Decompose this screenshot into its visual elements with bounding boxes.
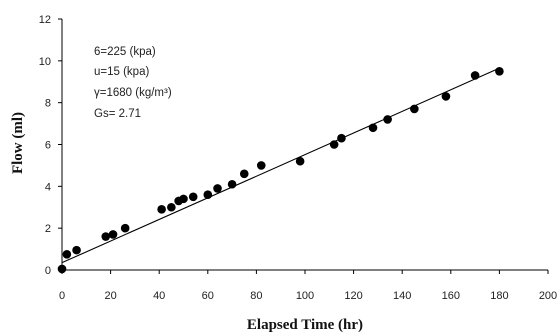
data-point [239, 169, 249, 179]
y-ticks: 0 2 4 6 8 10 12 [39, 14, 62, 277]
y-tick-label: 0 [45, 265, 51, 277]
y-tick-label: 2 [45, 223, 51, 235]
data-point [101, 232, 111, 241]
y-tick-label: 8 [45, 98, 51, 110]
annotation-stress: 6=225 (kpa) [94, 46, 156, 58]
x-tick-label: 60 [202, 290, 214, 302]
data-point [227, 179, 237, 189]
data-point [188, 192, 198, 202]
y-tick-label: 10 [39, 56, 51, 68]
y-axis-title: Flow (ml) [10, 112, 26, 174]
data-point [213, 184, 222, 193]
data-point [337, 133, 346, 143]
data-point [72, 245, 81, 255]
x-ticks: 0 20 40 60 80 100 120 140 160 180 200 [59, 270, 557, 302]
data-point [329, 140, 339, 149]
x-tick-label: 20 [104, 290, 116, 302]
x-axis-title: Elapsed Time (hr) [247, 317, 363, 333]
x-tick-label: 160 [442, 290, 460, 302]
data-point [179, 194, 188, 204]
data-points [57, 66, 504, 274]
data-point [203, 190, 213, 199]
data-point [108, 230, 118, 239]
x-tick-label: 200 [539, 290, 557, 302]
x-tick-label: 100 [296, 290, 314, 302]
trendline [61, 67, 500, 264]
data-point [256, 161, 266, 170]
data-point [495, 66, 504, 76]
data-point [120, 223, 130, 233]
trendline-group [61, 67, 500, 264]
data-point [62, 250, 72, 259]
annotation-pore-pressure: u=15 (kpa) [94, 66, 149, 78]
y-tick-label: 4 [45, 181, 51, 193]
x-tick-label: 140 [393, 290, 411, 302]
data-point [470, 71, 480, 80]
x-tick-label: 180 [490, 290, 508, 302]
x-tick-label: 120 [344, 290, 362, 302]
x-tick-label: 80 [250, 290, 262, 302]
data-point [368, 123, 378, 133]
data-point [167, 202, 176, 212]
x-tick-label: 40 [153, 290, 165, 302]
data-point [441, 92, 451, 101]
annotation-unit-weight: γ=1680 (kg/m³) [94, 87, 172, 99]
data-point [157, 205, 166, 214]
x-tick-label: 0 [59, 290, 65, 302]
y-tick-label: 6 [45, 140, 51, 152]
data-point [410, 104, 419, 114]
data-point [383, 115, 392, 124]
annotation-specific-gravity: Gs= 2.71 [94, 108, 141, 120]
data-point [57, 264, 67, 274]
y-tick-label: 12 [39, 14, 51, 26]
annotation-block: 6=225 (kpa) u=15 (kpa) γ=1680 (kg/m³) Gs… [94, 46, 172, 120]
data-point [295, 156, 305, 166]
